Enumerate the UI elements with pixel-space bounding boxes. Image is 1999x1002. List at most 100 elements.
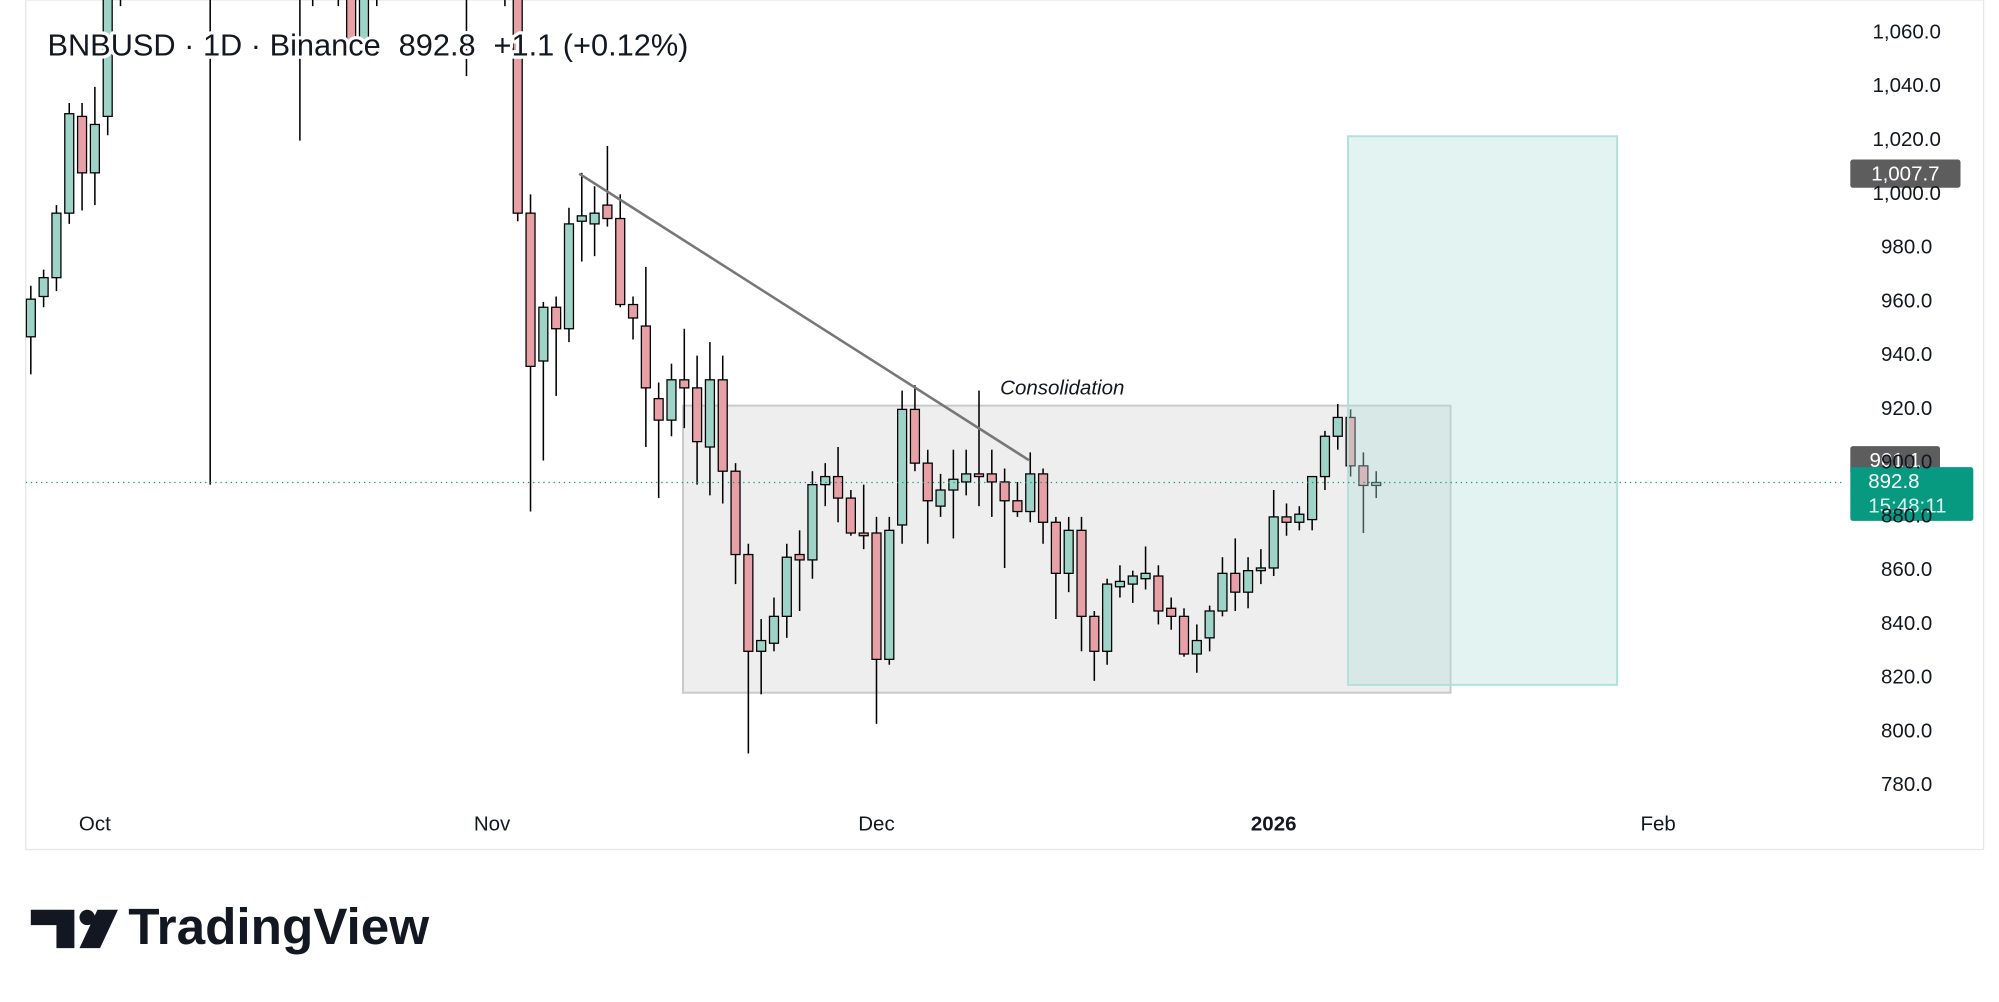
candle-body — [1255, 567, 1267, 572]
candle-body — [76, 115, 88, 174]
candle-body — [1294, 513, 1305, 523]
last-price-label: 892.8 — [1868, 470, 1919, 493]
candle-body — [781, 556, 792, 617]
candle-body — [858, 532, 869, 537]
candle-body — [1281, 516, 1292, 523]
x-tick-label: 2026 — [1251, 813, 1297, 836]
logo: TradingView — [30, 898, 429, 955]
price-label: 1,007.7 — [1871, 162, 1939, 185]
plot-area: Consolidation — [25, 0, 1846, 754]
candle-body — [756, 639, 767, 652]
candle-body — [807, 484, 818, 561]
candle-body — [666, 379, 677, 421]
price-label: 901.1 — [1869, 449, 1920, 472]
candle-body — [1217, 572, 1228, 612]
candle-body — [1089, 615, 1100, 652]
y-tick-label: 940.0 — [1881, 343, 1932, 366]
candle-body — [1345, 416, 1356, 467]
candle-body — [551, 306, 562, 330]
y-tick-label: 980.0 — [1881, 236, 1932, 259]
candle-body — [38, 277, 49, 298]
x-tick-label: Nov — [474, 813, 511, 836]
candle-body — [1127, 575, 1138, 585]
y-tick-label: 920.0 — [1881, 397, 1932, 420]
chart-frame — [25, 0, 1985, 851]
y-tick-label: 840.0 — [1881, 612, 1932, 635]
candle-body — [1102, 583, 1113, 652]
candle-body — [1358, 465, 1369, 487]
y-tick-label: 1,020.0 — [1872, 128, 1940, 151]
candle-body — [1319, 435, 1331, 478]
candle-body — [1063, 529, 1074, 574]
candle-body — [1242, 570, 1254, 593]
candle-body — [346, 0, 357, 42]
y-tick-label: 820.0 — [1881, 666, 1932, 689]
symbol-header: BNBUSD · 1D · Binance 892.8 +1.1 (+0.12%) — [47, 28, 688, 63]
candle-body — [1268, 516, 1279, 569]
candle-body — [1114, 580, 1126, 588]
candle-body — [730, 470, 741, 556]
candle-body — [1204, 610, 1215, 639]
candle-body — [691, 387, 703, 443]
candle-body — [948, 478, 959, 491]
candle-body — [102, 0, 113, 118]
candle-body — [1076, 529, 1087, 617]
candle-body — [51, 212, 62, 279]
y-tick-label: 800.0 — [1881, 719, 1932, 742]
candle-body — [704, 379, 716, 448]
candle-body — [576, 215, 587, 222]
candle-body — [1230, 572, 1241, 593]
y-tick-label: 1,000.0 — [1872, 182, 1940, 205]
candle-body — [679, 379, 690, 389]
candle-body — [653, 397, 664, 421]
header-price: 892.8 — [399, 28, 476, 63]
y-tick-label: 1,060.0 — [1872, 20, 1940, 43]
price-label-box — [1850, 159, 1961, 188]
candle-body — [768, 615, 780, 644]
candle-body — [896, 408, 908, 526]
candle-body — [1178, 615, 1190, 655]
candle-body — [743, 553, 754, 652]
y-tick-label: 960.0 — [1881, 289, 1932, 312]
x-tick-label: Feb — [1640, 813, 1675, 836]
countdown: 15:48:11 — [1868, 494, 1946, 517]
candle-body — [525, 212, 536, 368]
candle-body — [1332, 416, 1343, 437]
candle-body — [909, 408, 921, 464]
zone-label: Consolidation — [1000, 376, 1124, 399]
candle-body — [1140, 572, 1151, 580]
candle-body — [627, 303, 639, 319]
candle-body — [1166, 607, 1177, 617]
x-tick-label: Dec — [858, 813, 894, 836]
y-tick-label: 860.0 — [1881, 558, 1932, 581]
target-zone — [1347, 135, 1619, 686]
candle-body — [358, 0, 370, 42]
candle-body — [1371, 481, 1382, 487]
y-tick-label: 1,040.0 — [1872, 74, 1940, 97]
candle-body — [1307, 475, 1318, 521]
candle-body — [563, 223, 575, 330]
candle-body — [1153, 575, 1164, 612]
candle-body — [1025, 473, 1036, 513]
candle-body — [1012, 500, 1023, 513]
y-tick-label: 880.0 — [1881, 504, 1932, 527]
candle-body — [1037, 473, 1049, 523]
y-tick-label: 780.0 — [1881, 773, 1932, 796]
header-change: +1.1 (+0.12%) — [494, 28, 689, 63]
candle-body — [640, 325, 651, 389]
candle-body — [64, 113, 75, 214]
candle-body — [717, 379, 728, 472]
brand-name: TradingView — [128, 898, 429, 955]
candle-body — [999, 481, 1010, 502]
candle-body — [615, 217, 626, 306]
candle-body — [794, 553, 805, 561]
symbol: BNBUSD · 1D · Binance — [47, 28, 380, 63]
candle-body — [1191, 639, 1202, 655]
candle-body — [961, 473, 972, 483]
candle-body — [935, 489, 946, 507]
trendline — [578, 172, 1030, 462]
x-tick-label: Oct — [79, 813, 111, 836]
candle-body — [820, 475, 831, 486]
candle-body — [973, 473, 985, 478]
